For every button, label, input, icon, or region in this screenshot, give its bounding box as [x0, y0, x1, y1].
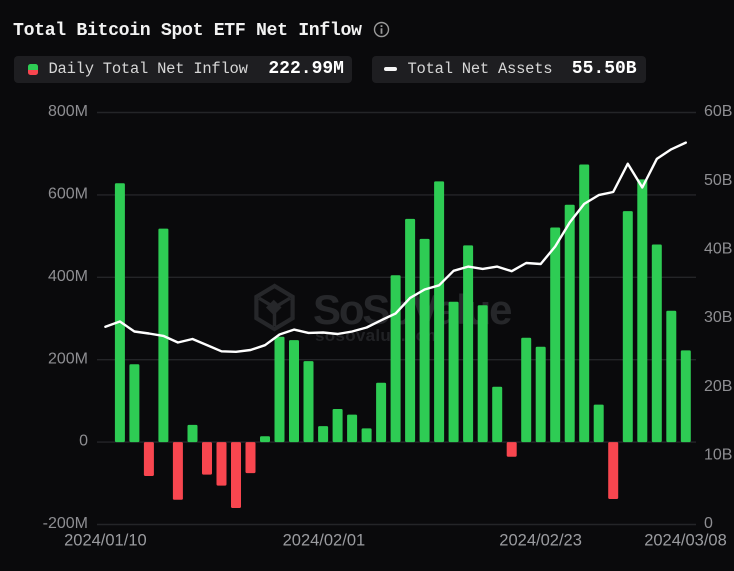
svg-text:20B: 20B	[704, 378, 732, 395]
svg-text:2024/03/08: 2024/03/08	[644, 532, 727, 550]
svg-text:0: 0	[79, 433, 88, 450]
svg-text:400M: 400M	[48, 268, 88, 285]
svg-text:2024/02/23: 2024/02/23	[499, 532, 582, 550]
svg-text:50B: 50B	[704, 172, 732, 189]
svg-text:800M: 800M	[48, 103, 88, 120]
svg-text:-200M: -200M	[43, 515, 88, 532]
svg-text:10B: 10B	[704, 446, 732, 463]
svg-text:0: 0	[704, 515, 713, 532]
svg-text:30B: 30B	[704, 309, 732, 326]
svg-text:2024/01/10: 2024/01/10	[64, 532, 147, 550]
svg-text:40B: 40B	[704, 240, 732, 257]
svg-text:2024/02/01: 2024/02/01	[283, 532, 366, 550]
svg-text:60B: 60B	[704, 103, 732, 120]
svg-text:600M: 600M	[48, 186, 88, 203]
svg-text:200M: 200M	[48, 350, 88, 367]
